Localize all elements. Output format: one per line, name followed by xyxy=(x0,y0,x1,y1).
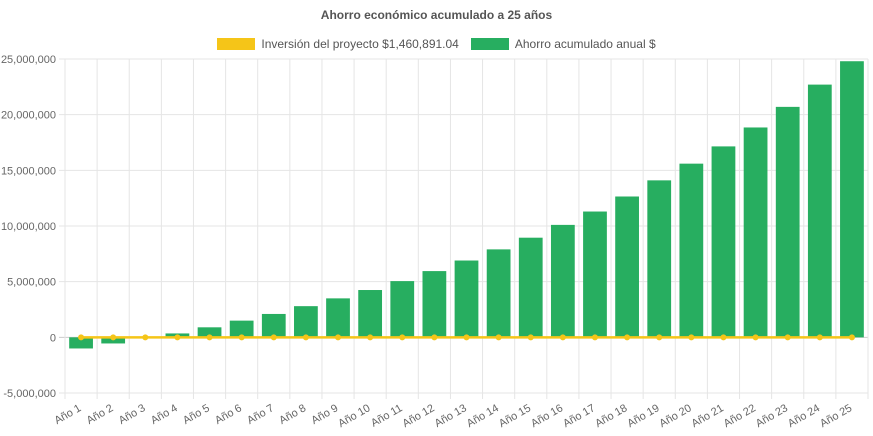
y-tick-label: -5,000,000 xyxy=(3,388,56,400)
investment-point xyxy=(656,334,663,341)
savings-bar xyxy=(358,290,383,338)
savings-bar xyxy=(679,163,704,338)
investment-point xyxy=(367,334,374,341)
investment-point xyxy=(527,334,534,341)
x-tick-label: Año 17 xyxy=(561,402,597,430)
x-axis: Año 1 Año 2 Año 3 Año 4 Año 5 Año 6 Año 7 Año 8… xyxy=(52,402,854,430)
y-tick-label: 15,000,000 xyxy=(1,165,56,177)
investment-point xyxy=(270,334,277,341)
x-tick-label: Año 23 xyxy=(754,402,790,430)
x-tick-label: Año 11 xyxy=(369,402,404,429)
legend-item-savings[interactable]: Ahorro acumulado anual $ xyxy=(470,37,656,51)
savings-bar xyxy=(775,106,800,338)
y-tick-label: 5,000,000 xyxy=(7,277,56,289)
x-tick-label: Año 14 xyxy=(465,402,501,430)
x-tick-label: Año 7 xyxy=(245,402,276,427)
x-tick-label: Año 22 xyxy=(722,402,758,430)
x-tick-label: Año 2 xyxy=(85,402,116,427)
investment-point xyxy=(302,334,309,341)
x-tick-label: Año 1 xyxy=(52,402,83,427)
investment-point xyxy=(720,334,727,341)
savings-bar xyxy=(840,61,864,338)
legend-label-investment: Inversión del proyecto $1,460,891.04 xyxy=(261,37,459,51)
investment-point xyxy=(463,334,470,341)
x-tick-label: Año 12 xyxy=(400,402,436,430)
savings-bar xyxy=(807,84,832,338)
investment-point xyxy=(688,334,695,341)
x-tick-label: Año 25 xyxy=(818,402,854,430)
savings-bar xyxy=(422,271,447,338)
x-tick-label: Año 4 xyxy=(149,402,180,427)
x-tick-label: Año 15 xyxy=(497,402,533,430)
y-tick-label: 0 xyxy=(50,332,56,344)
x-tick-label: Año 21 xyxy=(690,402,726,430)
investment-point xyxy=(752,334,759,341)
y-axis: 25,000,000 20,000,000 15,000,000 10,000,000… xyxy=(1,54,56,400)
investment-point xyxy=(78,334,85,341)
legend-item-investment[interactable]: Inversión del proyecto $1,460,891.04 xyxy=(217,37,459,51)
x-tick-label: Año 10 xyxy=(336,402,372,430)
savings-bar xyxy=(518,237,543,338)
investment-point xyxy=(784,334,791,341)
savings-bar xyxy=(711,146,736,338)
investment-point xyxy=(495,334,502,341)
investment-point xyxy=(110,334,117,341)
savings-bar xyxy=(743,127,768,338)
investment-point xyxy=(816,334,823,341)
y-tick-label: 10,000,000 xyxy=(1,221,56,233)
savings-bar xyxy=(390,281,415,338)
investment-line xyxy=(78,334,855,341)
investment-point xyxy=(848,334,855,341)
savings-bar xyxy=(197,327,222,338)
savings-bar xyxy=(326,298,350,338)
savings-bar xyxy=(101,337,126,344)
savings-bar xyxy=(261,313,286,338)
x-tick-label: Año 3 xyxy=(117,402,148,427)
x-tick-label: Año 8 xyxy=(277,402,308,427)
savings-bar xyxy=(229,320,254,338)
chart-legend: Inversión del proyecto $1,460,891.04 Aho… xyxy=(0,37,873,51)
investment-point xyxy=(206,334,213,341)
x-tick-label: Año 20 xyxy=(657,402,693,430)
savings-bar xyxy=(454,260,479,338)
legend-swatch-savings xyxy=(470,38,509,50)
x-tick-label: Año 13 xyxy=(433,402,469,430)
savings-bar xyxy=(486,249,511,338)
investment-point xyxy=(238,334,245,341)
legend-swatch-investment xyxy=(217,38,256,50)
savings-bars xyxy=(69,61,864,349)
investment-point xyxy=(624,334,631,341)
savings-bar xyxy=(647,180,672,338)
savings-bar xyxy=(550,224,575,338)
x-tick-label: Año 24 xyxy=(786,402,822,430)
chart-title: Ahorro económico acumulado a 25 años xyxy=(320,8,553,22)
investment-point xyxy=(174,334,181,341)
savings-bar xyxy=(69,337,93,349)
x-tick-label: Año 19 xyxy=(625,402,661,430)
investment-point xyxy=(559,334,566,341)
legend-label-savings: Ahorro acumulado anual $ xyxy=(514,37,656,51)
investment-point xyxy=(142,334,149,341)
investment-point xyxy=(591,334,598,341)
x-tick-label: Año 18 xyxy=(593,402,629,430)
x-tick-label: Año 9 xyxy=(309,402,340,427)
savings-bar xyxy=(615,196,639,338)
savings-bar xyxy=(294,306,318,338)
savings-bar xyxy=(583,211,607,338)
investment-point xyxy=(335,334,342,341)
x-tick-label: Año 6 xyxy=(213,402,244,427)
y-tick-label: 20,000,000 xyxy=(1,110,56,122)
y-tick-label: 25,000,000 xyxy=(1,54,56,66)
x-tick-label: Año 5 xyxy=(181,402,212,427)
investment-point xyxy=(399,334,406,341)
x-tick-label: Año 16 xyxy=(529,402,565,430)
investment-point xyxy=(431,334,438,341)
